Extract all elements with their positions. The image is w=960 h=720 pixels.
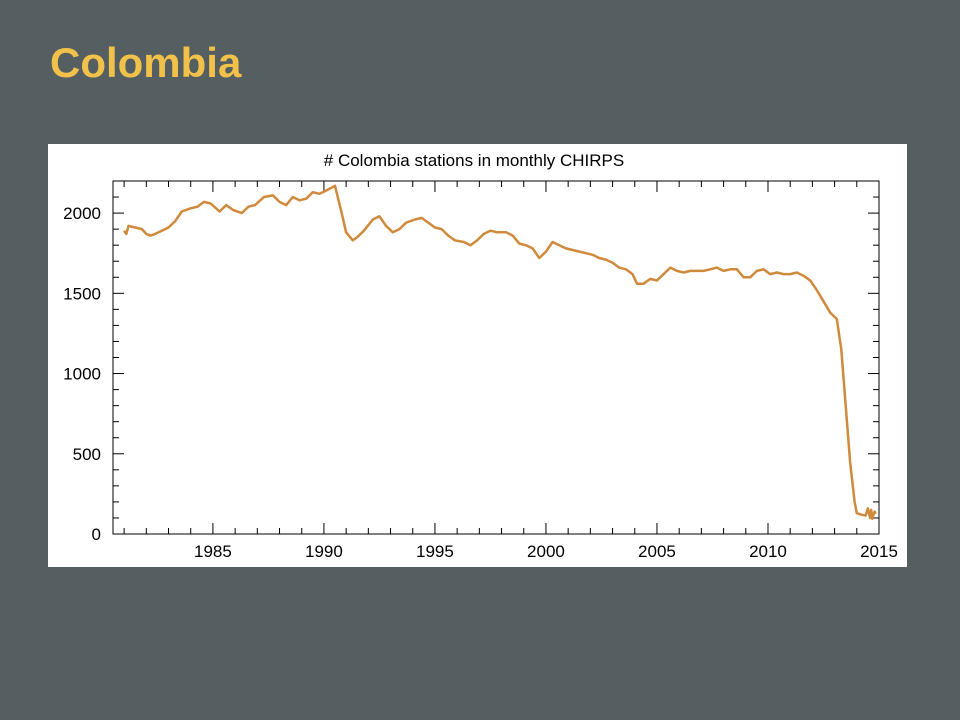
x-tick-label: 2000 (527, 542, 565, 561)
y-tick-label: 500 (73, 445, 101, 464)
tick-labels: 0 500 1000 1500 2000 1985 1990 1995 2000 2005 2010… (63, 204, 898, 561)
chart-title: # Colombia stations in monthly CHIRPS (324, 151, 624, 170)
x-tick-label: 1990 (305, 542, 343, 561)
series-line-stations (123, 184, 877, 521)
x-tick-label: 2010 (749, 542, 787, 561)
y-tick-label: 2000 (63, 204, 101, 223)
x-tick-label: 2005 (638, 542, 676, 561)
y-tick-label: 0 (92, 525, 101, 544)
chart-panel: # Colombia stations in monthly CHIRPS 0 5… (48, 144, 907, 567)
ticks-layer (113, 180, 880, 535)
x-tick-label: 1995 (416, 542, 454, 561)
plot-frame (112, 180, 880, 535)
slide-title: Colombia (50, 39, 242, 86)
x-tick-label: 2015 (860, 542, 898, 561)
x-tick-label: 1985 (194, 542, 232, 561)
chart-svg: # Colombia stations in monthly CHIRPS 0 5… (63, 151, 898, 561)
y-tick-label: 1000 (63, 365, 101, 384)
y-tick-label: 1500 (63, 284, 101, 303)
